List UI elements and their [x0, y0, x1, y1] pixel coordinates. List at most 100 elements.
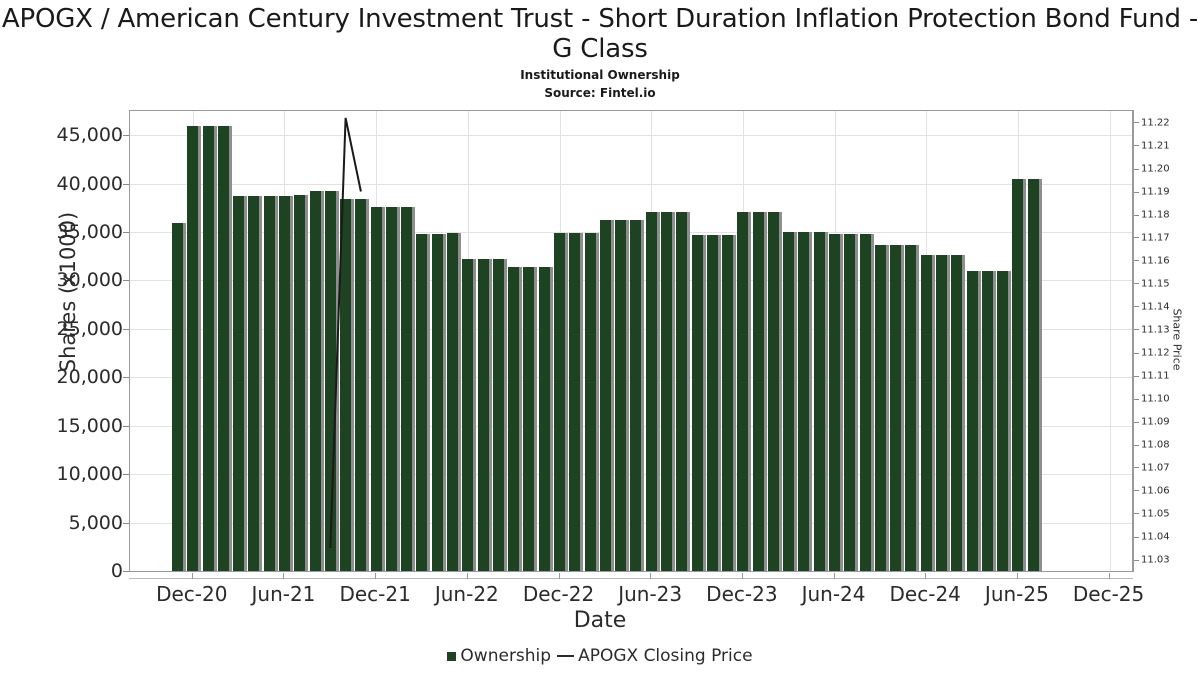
bar[interactable]: [783, 230, 798, 571]
right-tick-mark: [1134, 329, 1139, 330]
bar[interactable]: [309, 189, 325, 571]
bar[interactable]: [187, 124, 202, 571]
bar[interactable]: [584, 231, 600, 571]
bar[interactable]: [340, 197, 355, 571]
x-axis-title: Date: [573, 608, 627, 633]
bar-fill: [569, 233, 581, 571]
right-tick-mark: [1134, 215, 1139, 216]
bar[interactable]: [813, 230, 829, 571]
bar-fill: [324, 191, 336, 571]
bar[interactable]: [874, 243, 890, 571]
bar[interactable]: [706, 233, 722, 571]
bar[interactable]: [202, 124, 218, 571]
bar[interactable]: [645, 210, 661, 571]
left-tick-mark: [123, 523, 129, 524]
bar[interactable]: [966, 269, 982, 571]
x-tick-label: Jun-21: [251, 582, 316, 606]
bar-fill: [416, 234, 428, 571]
right-tick-label: 11.04: [1141, 531, 1170, 542]
bar-fill: [1027, 178, 1039, 571]
plot-area: [129, 110, 1133, 572]
bar[interactable]: [599, 218, 615, 571]
x-tick-label: Dec-25: [1072, 582, 1145, 606]
bar-fill: [523, 266, 535, 571]
right-tick-label: 11.17: [1141, 232, 1170, 243]
left-axis-title: Shares (x1000): [56, 211, 80, 373]
bar[interactable]: [447, 231, 462, 571]
bar[interactable]: [1027, 177, 1043, 571]
legend-item-ownership[interactable]: Ownership: [447, 646, 551, 666]
bar[interactable]: [370, 205, 386, 571]
bar-fill: [874, 244, 886, 571]
bar-fill: [431, 234, 443, 571]
x-tick-label: Dec-23: [706, 582, 778, 606]
bar[interactable]: [569, 231, 584, 571]
bar[interactable]: [920, 253, 936, 571]
bar[interactable]: [997, 269, 1012, 571]
bar-fill: [813, 232, 825, 571]
bar-fill: [202, 125, 214, 571]
bar[interactable]: [508, 265, 523, 571]
bar-fill: [890, 244, 902, 571]
x-axis-line: [129, 578, 1133, 579]
chart-title: APOGX / American Century Investment Trus…: [1, 4, 1199, 64]
bar[interactable]: [859, 232, 875, 571]
bar[interactable]: [676, 210, 691, 571]
bar[interactable]: [722, 233, 737, 571]
bar[interactable]: [630, 218, 645, 571]
bar[interactable]: [890, 243, 905, 571]
price-line-path: [330, 118, 361, 548]
right-tick-label: 11.22: [1141, 117, 1170, 128]
bar-fill: [798, 232, 810, 571]
bar-fill: [951, 255, 963, 571]
bar[interactable]: [416, 232, 431, 571]
right-tick-mark: [1134, 513, 1139, 514]
left-tick-mark: [123, 232, 129, 233]
bar-fill: [966, 270, 978, 571]
bar[interactable]: [936, 253, 951, 571]
bar-fill: [691, 234, 703, 571]
bar[interactable]: [615, 218, 630, 571]
bar[interactable]: [981, 269, 997, 571]
bar[interactable]: [248, 194, 263, 571]
bar[interactable]: [278, 194, 294, 571]
bar[interactable]: [477, 257, 493, 571]
right-tick-label: 11.15: [1141, 278, 1170, 289]
bar[interactable]: [829, 232, 844, 571]
bar[interactable]: [554, 231, 569, 571]
bar[interactable]: [752, 210, 768, 571]
bar[interactable]: [844, 232, 859, 571]
gridline: [130, 183, 1132, 185]
bar[interactable]: [401, 205, 416, 571]
right-tick-mark: [1134, 353, 1139, 354]
bar[interactable]: [294, 193, 309, 571]
x-tick-mark: [742, 573, 743, 579]
left-tick-mark: [123, 184, 129, 185]
legend-item-closing-price[interactable]: APOGX Closing Price: [557, 646, 753, 666]
bar[interactable]: [691, 233, 707, 571]
bar[interactable]: [217, 124, 233, 571]
bar[interactable]: [324, 189, 340, 571]
bar[interactable]: [172, 221, 187, 571]
bar-fill: [309, 191, 321, 571]
bar[interactable]: [767, 210, 783, 571]
bar[interactable]: [385, 205, 401, 571]
bar[interactable]: [233, 194, 248, 571]
bar[interactable]: [431, 232, 447, 571]
right-tick-label: 11.18: [1141, 209, 1170, 220]
left-tick-mark: [123, 280, 129, 281]
bar[interactable]: [355, 197, 370, 571]
bar[interactable]: [492, 257, 508, 571]
bar[interactable]: [905, 243, 920, 571]
bar[interactable]: [737, 210, 752, 571]
bar[interactable]: [951, 253, 966, 571]
bar[interactable]: [798, 230, 813, 571]
bar[interactable]: [1012, 177, 1027, 571]
bar-fill: [401, 206, 413, 571]
bar[interactable]: [538, 265, 554, 571]
bar[interactable]: [660, 210, 676, 571]
bar[interactable]: [523, 265, 538, 571]
bar[interactable]: [263, 194, 279, 571]
bar[interactable]: [462, 257, 477, 571]
